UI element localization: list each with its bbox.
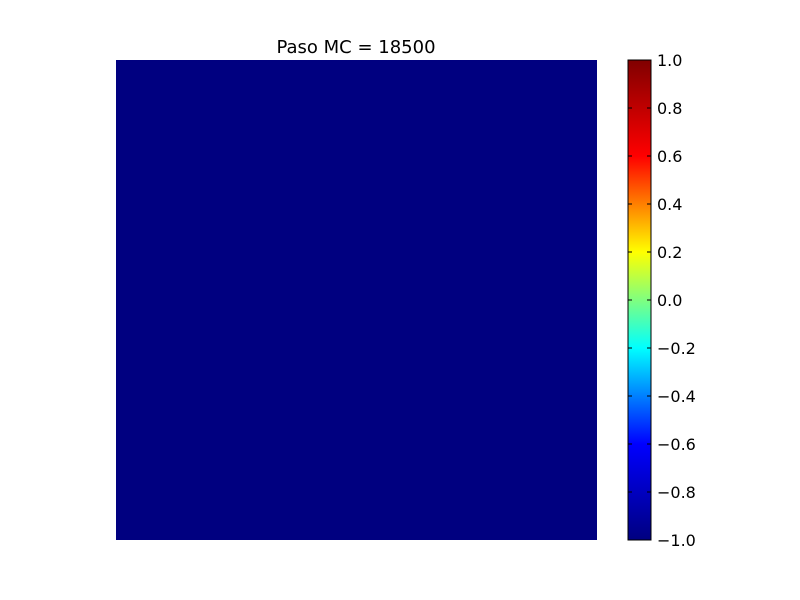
colorbar-tick-label: 0.8 bbox=[657, 99, 682, 118]
colorbar-tick-label: 0.2 bbox=[657, 243, 682, 262]
colorbar-tick-label: 0.4 bbox=[657, 195, 682, 214]
chart-title: Paso MC = 18500 bbox=[276, 37, 435, 58]
colorbar-tick-label: 1.0 bbox=[657, 51, 682, 70]
colorbar-tick-label: −0.6 bbox=[657, 435, 696, 454]
heatmap-field bbox=[116, 60, 597, 540]
colorbar-gradient bbox=[628, 60, 651, 540]
colorbar-tick-label: −0.4 bbox=[657, 387, 696, 406]
colorbar-tick-label: −1.0 bbox=[657, 531, 696, 550]
colorbar-tick-label: −0.8 bbox=[657, 483, 696, 502]
colorbar-tick-label: 0.0 bbox=[657, 291, 682, 310]
colorbar: −1.0 −0.8 −0.6 −0.4 −0.2 0.0 0.2 0.4 0.6 0.8 1.0 bbox=[627, 51, 696, 550]
colorbar-tick-label: 0.6 bbox=[657, 147, 682, 166]
colorbar-ticks: −1.0 −0.8 −0.6 −0.4 −0.2 0.0 0.2 0.4 0.6 0.8 1.0 bbox=[628, 51, 696, 550]
colorbar-tick-label: −0.2 bbox=[657, 339, 696, 358]
